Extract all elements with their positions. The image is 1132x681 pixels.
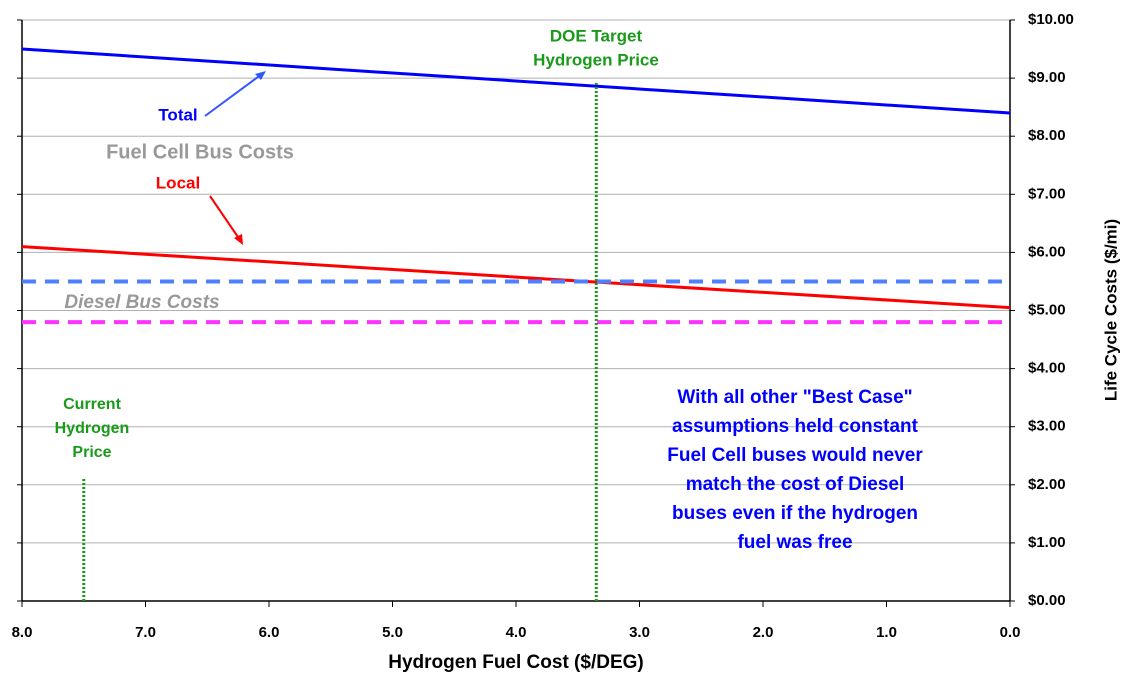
annotation: fuel was free <box>737 532 852 553</box>
y-tick-label: $2.00 <box>1028 476 1066 493</box>
x-tick-label: 3.0 <box>629 624 650 641</box>
annotation: With all other "Best Case" <box>677 387 912 408</box>
x-tick-label: 7.0 <box>135 624 156 641</box>
annotation: Fuel Cell Bus Costs <box>106 141 294 163</box>
annotation: Hydrogen <box>55 420 130 437</box>
annotation: Current <box>63 396 121 413</box>
annotation: buses even if the hydrogen <box>672 503 918 524</box>
y-tick-label: $7.00 <box>1028 185 1066 202</box>
x-tick-label: 6.0 <box>259 624 280 641</box>
x-tick-label: 2.0 <box>753 624 774 641</box>
y-tick-label: $4.00 <box>1028 360 1066 377</box>
plot: $0.00 $1.00 $2.00 $3.00 $4.00 $5.00 $6.00 $7.00… <box>12 11 1074 641</box>
y-tick-label: $9.00 <box>1028 69 1066 86</box>
y-tick-label: $8.00 <box>1028 127 1066 144</box>
annotation: Diesel Bus Costs <box>64 292 219 313</box>
x-axis-label: Hydrogen Fuel Cost ($/DEG) <box>388 652 643 673</box>
annotation: match the cost of Diesel <box>686 474 905 495</box>
series-label: Total <box>158 105 197 124</box>
annotation: DOE Target <box>550 26 643 45</box>
series-label: Local <box>156 173 200 192</box>
x-tick-label: 8.0 <box>12 624 33 641</box>
local-arrow <box>209 195 241 241</box>
y-tick-label: $3.00 <box>1028 418 1066 435</box>
annotation: Price <box>72 444 111 461</box>
local-arrowhead <box>234 234 243 245</box>
y-axis-label: Life Cycle Costs ($/mi) <box>1101 219 1120 401</box>
x-tick-label: 0.0 <box>1000 624 1021 641</box>
annotation: Hydrogen Price <box>533 50 659 69</box>
y-tick-label: $1.00 <box>1028 534 1066 551</box>
total-arrow <box>204 73 263 117</box>
annotation: assumptions held constant <box>672 416 919 437</box>
y-tick-label: $5.00 <box>1028 301 1066 318</box>
total-arrowhead <box>255 71 266 80</box>
series-line <box>21 47 1011 115</box>
y-tick-label: $0.00 <box>1028 592 1066 609</box>
annotation: Fuel Cell buses would never <box>667 445 923 466</box>
x-tick-label: 1.0 <box>876 624 897 641</box>
x-tick-label: 5.0 <box>382 624 403 641</box>
y-tick-label: $6.00 <box>1028 243 1066 260</box>
y-tick-label: $10.00 <box>1028 11 1074 28</box>
x-tick-label: 4.0 <box>506 624 527 641</box>
series-line <box>21 245 1011 310</box>
